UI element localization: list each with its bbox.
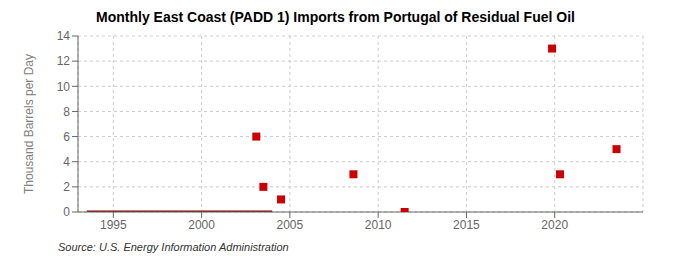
svg-text:12: 12 (57, 54, 71, 68)
svg-text:1995: 1995 (100, 218, 127, 232)
svg-text:10: 10 (57, 80, 71, 94)
svg-text:14: 14 (57, 29, 71, 43)
svg-text:0: 0 (63, 205, 70, 219)
html-text:Source: U.S. Energy Informatio: Source: U.S. Energy Information Administ… (58, 241, 289, 253)
svg-text:8: 8 (63, 105, 70, 119)
svg-text:2020: 2020 (541, 218, 568, 232)
svg-text:Thousand Barrels per Day: Thousand Barrels per Day (22, 54, 36, 194)
svg-text:2000: 2000 (188, 218, 215, 232)
svg-text:2: 2 (63, 180, 70, 194)
svg-text:4: 4 (63, 155, 70, 169)
html-text:Monthly East Coast (PADD 1) Im: Monthly East Coast (PADD 1) Imports from… (96, 9, 575, 25)
svg-text:2015: 2015 (453, 218, 480, 232)
svg-text:2005: 2005 (277, 218, 304, 232)
svg-text:6: 6 (63, 130, 70, 144)
svg-text:2010: 2010 (365, 218, 392, 232)
